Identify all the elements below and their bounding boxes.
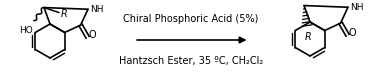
Text: R: R [305, 32, 311, 42]
Text: O: O [349, 28, 356, 38]
Text: NH: NH [90, 5, 104, 14]
Text: O: O [88, 30, 96, 40]
Text: R: R [61, 9, 68, 19]
Text: HO: HO [19, 26, 33, 35]
Text: NH: NH [350, 3, 364, 12]
Text: Chiral Phosphoric Acid (5%): Chiral Phosphoric Acid (5%) [123, 14, 259, 24]
Text: Hantzsch Ester, 35 ºC, CH₂Cl₂: Hantzsch Ester, 35 ºC, CH₂Cl₂ [119, 56, 263, 66]
